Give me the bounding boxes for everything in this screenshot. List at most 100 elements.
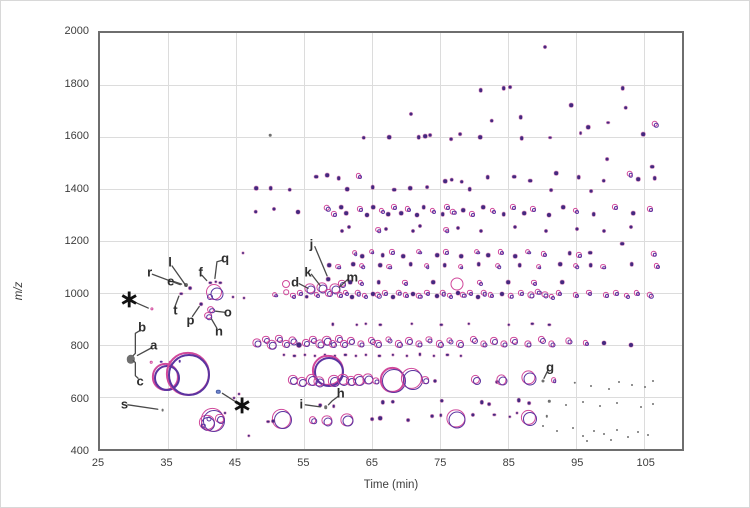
data-point bbox=[553, 379, 557, 384]
x-axis-title: Time (min) bbox=[363, 479, 419, 491]
data-point bbox=[371, 205, 376, 209]
leader-line-d bbox=[299, 284, 308, 289]
data-point bbox=[476, 294, 481, 299]
data-point bbox=[547, 213, 552, 217]
data-point bbox=[550, 342, 556, 348]
data-point bbox=[605, 294, 610, 299]
data-point bbox=[512, 174, 516, 179]
data-point bbox=[602, 432, 605, 435]
leader-line-m bbox=[339, 279, 348, 287]
data-point bbox=[586, 439, 589, 442]
gridline-horizontal bbox=[100, 189, 682, 190]
data-point bbox=[492, 339, 499, 346]
data-point bbox=[623, 106, 628, 110]
data-point bbox=[376, 342, 383, 348]
data-point bbox=[318, 404, 322, 407]
data-point bbox=[418, 294, 423, 300]
data-point bbox=[550, 295, 555, 300]
data-point bbox=[306, 285, 316, 295]
data-point bbox=[440, 212, 445, 217]
data-point bbox=[311, 418, 317, 425]
data-point bbox=[476, 250, 480, 255]
peak-label-e: e bbox=[167, 273, 175, 289]
data-point bbox=[542, 425, 545, 428]
data-point bbox=[381, 400, 385, 404]
annotation-leader-lines bbox=[100, 33, 682, 449]
data-point bbox=[493, 413, 496, 416]
data-point bbox=[579, 131, 583, 135]
data-point bbox=[602, 229, 606, 233]
asterisk-marker: ∗ bbox=[119, 285, 140, 313]
leader-line-q bbox=[215, 260, 222, 278]
data-point bbox=[482, 342, 488, 348]
data-point bbox=[333, 213, 338, 217]
data-point bbox=[344, 291, 349, 296]
leader-line-p bbox=[192, 307, 199, 317]
data-point bbox=[391, 353, 395, 356]
data-point bbox=[268, 133, 272, 137]
data-point bbox=[388, 265, 393, 270]
leader-line-∗ bbox=[222, 393, 238, 403]
leader-line-e bbox=[174, 282, 181, 285]
peak-label-s: s bbox=[120, 396, 129, 412]
peak-label-g: g bbox=[546, 359, 555, 375]
data-point bbox=[281, 279, 290, 288]
leader-line-∗ bbox=[134, 302, 148, 308]
data-point bbox=[378, 416, 382, 421]
y-tick-label: 800 bbox=[70, 340, 89, 352]
data-point bbox=[537, 290, 542, 296]
data-point bbox=[519, 115, 523, 120]
peak-label-b: b bbox=[138, 319, 147, 335]
data-point bbox=[450, 277, 464, 291]
data-point bbox=[578, 254, 582, 259]
data-point bbox=[461, 208, 465, 213]
data-point bbox=[418, 224, 422, 228]
data-point bbox=[565, 403, 568, 406]
data-point bbox=[150, 307, 154, 311]
data-point bbox=[615, 292, 620, 297]
data-point bbox=[423, 134, 427, 139]
asterisk-marker: ∗ bbox=[232, 391, 253, 419]
data-point bbox=[314, 174, 318, 179]
data-point bbox=[331, 322, 334, 326]
data-point bbox=[304, 341, 311, 348]
data-point bbox=[533, 281, 538, 286]
data-point bbox=[636, 177, 641, 181]
data-point bbox=[431, 414, 434, 418]
peak-label-n: n bbox=[214, 323, 223, 339]
data-point bbox=[448, 339, 454, 345]
data-point bbox=[342, 415, 354, 427]
data-point bbox=[409, 112, 413, 116]
data-point bbox=[539, 337, 546, 344]
data-point bbox=[399, 211, 403, 215]
gridline-horizontal bbox=[100, 85, 682, 86]
data-point bbox=[377, 229, 382, 233]
data-point bbox=[529, 293, 535, 299]
gridline-horizontal bbox=[100, 293, 682, 294]
data-point bbox=[543, 293, 549, 299]
y-tick-label: 1800 bbox=[64, 77, 89, 90]
data-point bbox=[507, 323, 510, 326]
data-point bbox=[237, 392, 240, 395]
data-point bbox=[445, 229, 450, 233]
data-point bbox=[649, 293, 654, 299]
data-point bbox=[455, 291, 460, 295]
data-point bbox=[467, 322, 470, 325]
data-point bbox=[629, 225, 633, 229]
y-axis-title: m/z bbox=[13, 281, 25, 301]
data-point bbox=[449, 177, 454, 182]
data-point bbox=[327, 263, 331, 267]
peak-label-l: l bbox=[168, 254, 172, 270]
data-point bbox=[543, 45, 547, 49]
data-point bbox=[326, 277, 331, 282]
y-tick-label: 1200 bbox=[64, 235, 89, 247]
data-point bbox=[541, 379, 545, 383]
peak-label-j: j bbox=[309, 236, 314, 252]
data-point bbox=[589, 263, 593, 267]
data-point bbox=[295, 209, 300, 214]
peak-label-m: m bbox=[346, 269, 359, 285]
data-point bbox=[443, 179, 448, 183]
peak-label-k: k bbox=[304, 264, 312, 280]
data-point bbox=[448, 411, 466, 429]
peak-label-r: r bbox=[147, 264, 153, 280]
